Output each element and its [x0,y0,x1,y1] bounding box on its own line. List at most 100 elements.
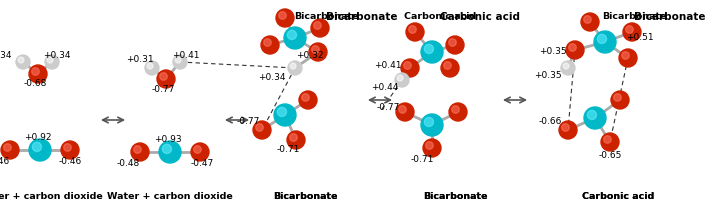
Circle shape [287,30,297,40]
Circle shape [264,39,271,46]
Circle shape [623,23,641,41]
Text: Bicarbonate: Bicarbonate [273,192,337,201]
Circle shape [613,94,621,101]
Circle shape [162,144,171,154]
Text: +0.32: +0.32 [296,51,324,59]
Text: -0.66: -0.66 [539,117,562,126]
Circle shape [61,141,79,159]
Circle shape [401,59,419,77]
Text: Bicarbonate: Bicarbonate [634,12,706,22]
Circle shape [288,61,302,75]
Text: -0.46: -0.46 [58,158,81,167]
Circle shape [404,62,411,69]
Circle shape [302,94,310,101]
Text: +0.44: +0.44 [372,84,399,92]
Circle shape [424,117,433,126]
Text: +0.34: +0.34 [258,73,286,82]
Circle shape [277,107,287,117]
Circle shape [601,133,619,151]
Text: -0.68: -0.68 [23,79,47,88]
Text: -0.77: -0.77 [236,117,260,126]
Text: -0.71: -0.71 [410,156,433,165]
Text: Carbonic acid: Carbonic acid [582,192,654,201]
Circle shape [562,124,570,131]
Circle shape [63,144,71,151]
Circle shape [426,142,433,149]
Circle shape [441,59,459,77]
Circle shape [191,143,209,161]
Circle shape [594,31,616,53]
Circle shape [584,16,591,23]
Circle shape [397,75,403,81]
Circle shape [626,26,634,33]
Circle shape [47,57,53,63]
Text: +0.41: +0.41 [374,61,402,70]
Text: +0.92: +0.92 [24,134,52,143]
Circle shape [274,104,296,126]
Circle shape [566,41,584,59]
Text: +0.41: +0.41 [172,51,199,59]
Circle shape [449,39,456,46]
Text: +0.34: +0.34 [43,51,71,59]
Text: Water + carbon dioxide: Water + carbon dioxide [107,192,233,201]
Text: Bicarbonate: Bicarbonate [294,12,359,21]
Text: Bicarbonate: Bicarbonate [423,192,487,201]
Circle shape [276,9,294,27]
Circle shape [588,110,597,119]
Circle shape [444,62,451,69]
Text: -0.77: -0.77 [377,103,400,112]
Circle shape [421,41,443,63]
Circle shape [32,68,40,75]
Circle shape [451,106,459,113]
Circle shape [18,57,24,63]
Circle shape [32,142,42,152]
Circle shape [4,144,12,151]
Circle shape [131,143,149,161]
Text: -0.46: -0.46 [0,158,9,167]
Circle shape [569,44,576,51]
Circle shape [581,13,599,31]
Circle shape [290,63,296,69]
Circle shape [159,141,181,163]
Circle shape [621,52,629,59]
Text: -0.48: -0.48 [117,158,140,167]
Text: +0.35: +0.35 [534,70,562,79]
Text: Carbonic acid: Carbonic acid [404,12,476,21]
Circle shape [147,63,153,69]
Circle shape [598,34,606,44]
Circle shape [406,23,424,41]
Circle shape [395,73,409,87]
Circle shape [311,19,329,37]
Circle shape [29,65,47,83]
Circle shape [145,61,159,75]
Text: Bicarbonate: Bicarbonate [326,12,397,22]
Circle shape [175,57,181,63]
Text: Bicarbonate: Bicarbonate [273,192,337,201]
Circle shape [1,141,19,159]
Circle shape [314,22,321,29]
Circle shape [253,121,271,139]
Circle shape [194,146,202,153]
Circle shape [423,139,441,157]
Text: +0.93: +0.93 [154,136,182,145]
Circle shape [446,36,464,54]
Text: Water + carbon dioxide: Water + carbon dioxide [0,192,103,201]
Circle shape [279,12,287,19]
Text: Bicarbonate: Bicarbonate [602,12,666,21]
Circle shape [611,91,629,109]
Circle shape [399,106,406,113]
Circle shape [29,139,51,161]
Text: Carbonic acid: Carbonic acid [582,192,654,201]
Circle shape [134,146,141,153]
Circle shape [289,134,297,141]
Circle shape [261,36,279,54]
Circle shape [157,70,175,88]
Text: Bicarbonate: Bicarbonate [423,192,487,201]
Circle shape [256,124,264,131]
Text: -0.47: -0.47 [190,158,214,167]
Circle shape [287,131,305,149]
Text: +0.51: +0.51 [626,33,654,42]
Circle shape [561,61,575,75]
Circle shape [449,103,467,121]
Circle shape [424,44,433,53]
